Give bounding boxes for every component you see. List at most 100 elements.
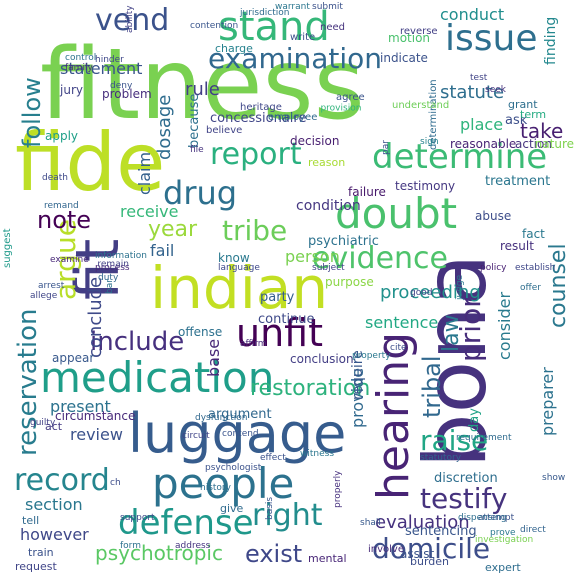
cloud-word-circumstance: circumstance xyxy=(55,409,135,423)
cloud-word-burden: burden xyxy=(410,555,449,568)
cloud-word-testimony: testimony xyxy=(395,179,455,193)
cloud-word-sign: sign xyxy=(420,137,439,147)
cloud-word-support: support xyxy=(120,513,155,523)
cloud-word-deny: deny xyxy=(110,81,133,91)
cloud-word-remand: remand xyxy=(44,201,79,211)
cloud-word-continue: continue xyxy=(258,312,315,327)
cloud-word-reasonable: reasonable xyxy=(450,137,516,151)
cloud-word-discretion: discretion xyxy=(434,471,498,486)
cloud-word-psychiatric: psychiatric xyxy=(308,234,379,249)
cloud-word-dosage: dosage xyxy=(154,95,175,160)
cloud-word-offense: offense xyxy=(178,325,222,339)
cloud-word-provision: provision xyxy=(320,104,361,114)
cloud-word-par: par xyxy=(381,140,391,155)
cloud-word-shall: shall xyxy=(360,518,381,528)
cloud-word-conclusion: conclusion xyxy=(290,352,354,366)
cloud-word-follow: follow xyxy=(18,77,46,148)
cloud-word-employee: employee xyxy=(268,112,317,123)
cloud-word-judge: judge xyxy=(455,274,465,301)
cloud-word-give: give xyxy=(220,502,244,515)
cloud-word-bar: bar xyxy=(105,279,115,294)
cloud-word-however: however xyxy=(20,525,89,544)
cloud-word-indicate: indicate xyxy=(380,51,428,65)
cloud-word-ch: ch xyxy=(110,478,121,488)
cloud-word-understand: understand xyxy=(392,100,449,111)
cloud-word-test: test xyxy=(470,73,488,83)
cloud-word-dispensing: dispensing xyxy=(458,513,506,523)
cloud-word-dysfunction: dysfunction xyxy=(195,413,248,423)
cloud-word-place: place xyxy=(460,115,503,134)
cloud-word-because: because xyxy=(187,94,202,148)
cloud-word-file: file xyxy=(190,145,204,155)
cloud-word-need: need xyxy=(320,22,345,33)
cloud-word-policy: policy xyxy=(480,263,507,273)
cloud-word-mental: mental xyxy=(308,552,347,565)
cloud-word-ability: ability xyxy=(125,5,135,33)
cloud-word-basis: basis xyxy=(265,497,275,520)
cloud-word-right: right xyxy=(252,498,323,533)
cloud-word-language: language xyxy=(218,263,260,273)
cloud-word-grant: grant xyxy=(508,98,538,111)
cloud-word-witness: witness xyxy=(300,449,334,459)
cloud-word-prove: prove xyxy=(490,528,516,538)
cloud-word-decision: decision xyxy=(290,134,339,148)
cloud-word-jury: jury xyxy=(59,83,83,97)
cloud-word-involve: involve xyxy=(368,544,404,555)
cloud-word-death: death xyxy=(42,173,68,183)
cloud-word-preparer: preparer xyxy=(538,367,557,436)
cloud-word-finding: finding xyxy=(543,17,559,65)
cloud-word-contention: contention xyxy=(190,21,238,31)
cloud-word-purpose: purpose xyxy=(325,275,374,289)
cloud-word-failure: failure xyxy=(348,185,386,199)
cloud-word-reason: reason xyxy=(308,156,345,169)
cloud-word-control: control xyxy=(65,53,96,63)
cloud-word-tell: tell xyxy=(22,514,39,527)
cloud-word-report: report xyxy=(210,137,302,172)
cloud-word-review: review xyxy=(70,425,123,444)
cloud-word-result: result xyxy=(500,239,534,253)
cloud-word-offer: offer xyxy=(520,283,541,293)
cloud-word-condition: condition xyxy=(296,198,361,214)
cloud-word-good: good xyxy=(410,288,432,298)
cloud-word-direct: direct xyxy=(520,525,546,535)
cloud-word-property: property xyxy=(352,351,391,361)
cloud-word-appear: appear xyxy=(52,351,94,365)
cloud-word-psychologist: psychologist xyxy=(205,463,262,473)
cloud-word-tribal: tribal xyxy=(418,355,446,418)
cloud-word-day: day xyxy=(467,408,482,432)
cloud-word-law: law xyxy=(439,314,464,352)
cloud-word-treatment: treatment xyxy=(485,174,550,189)
cloud-word-guilty: guilty xyxy=(30,418,56,428)
cloud-word-conclude: conclude xyxy=(85,277,106,358)
cloud-word-subject: subject xyxy=(312,263,345,273)
cloud-word-charge: charge xyxy=(215,42,253,55)
cloud-word-tribe: tribe xyxy=(222,214,287,247)
cloud-word-hinder: hinder xyxy=(95,55,124,65)
cloud-word-fail: fail xyxy=(150,241,174,260)
cloud-word-history: history xyxy=(200,483,232,493)
cloud-word-issue: issue xyxy=(445,18,537,59)
cloud-word-show: show xyxy=(542,473,565,483)
cloud-word-remain: remain xyxy=(97,259,129,269)
cloud-word-apply: apply xyxy=(45,129,78,143)
cloud-word-reverse: reverse xyxy=(400,26,438,37)
cloud-word-suggest: suggest xyxy=(2,228,13,268)
cloud-word-statutory: statutory xyxy=(420,453,462,463)
cloud-word-contend: contend xyxy=(222,429,259,439)
cloud-word-record: record xyxy=(14,463,110,498)
cloud-word-consider: consider xyxy=(495,291,514,360)
cloud-word-agree: agree xyxy=(336,92,365,103)
cloud-word-submit: submit xyxy=(312,2,343,12)
cloud-word-form: form xyxy=(120,541,141,551)
cloud-word-believe: believe xyxy=(206,125,242,136)
cloud-word-family: family xyxy=(65,63,93,73)
cloud-word-establish: establish xyxy=(515,263,555,273)
cloud-word-claim: claim xyxy=(135,152,154,195)
cloud-word-examine: examine xyxy=(50,255,89,265)
cloud-word-properly: properly xyxy=(333,470,343,508)
cloud-word-write: write xyxy=(290,32,315,43)
cloud-word-effect: effect xyxy=(260,453,286,463)
cloud-word-address: address xyxy=(175,541,211,551)
